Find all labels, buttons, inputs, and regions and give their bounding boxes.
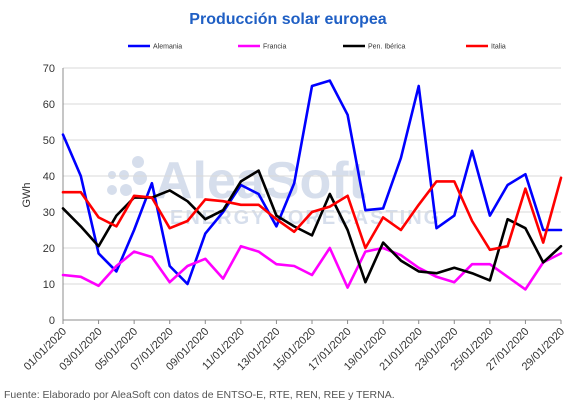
y-tick-label: 30 (43, 207, 55, 219)
watermark-logo-dot (120, 184, 132, 196)
watermark-logo-dot (132, 156, 144, 168)
y-tick-label: 70 (43, 63, 55, 75)
watermark-logo-dot (119, 170, 129, 180)
watermark-logo-dot (133, 171, 147, 185)
watermark-logo-dot (107, 185, 117, 195)
y-tick-label: 40 (43, 171, 55, 183)
y-tick-label: 60 (43, 99, 55, 111)
y-tick-label: 20 (43, 243, 55, 255)
y-tick-label: 50 (43, 135, 55, 147)
y-tick-labels: 0 10 20 30 40 50 60 70 (43, 63, 55, 327)
legend-label: Italia (491, 44, 506, 51)
legend-label: Francia (263, 44, 286, 51)
watermark-brand: AleaSoft (155, 152, 366, 210)
chart-title: Producción solar europea (189, 11, 386, 28)
y-axis-title: GWh (21, 182, 33, 207)
watermark-logo-dot (108, 171, 116, 179)
y-tick-label: 10 (43, 279, 55, 291)
legend-label: Alemania (153, 44, 182, 51)
series-line-francia (61, 244, 563, 291)
series-line-italia (61, 176, 563, 252)
series-layer (61, 79, 563, 291)
legend: Alemania Francia Pen. Ibérica Italia (128, 44, 506, 51)
y-tick-label: 0 (49, 315, 55, 327)
x-tick-labels: 01/01/202003/01/202005/01/202007/01/2020… (22, 326, 567, 373)
axes (62, 68, 562, 324)
source-footnote: Fuente: Elaborado por AleaSoft con datos… (4, 389, 395, 401)
legend-label: Pen. Ibérica (368, 44, 405, 51)
